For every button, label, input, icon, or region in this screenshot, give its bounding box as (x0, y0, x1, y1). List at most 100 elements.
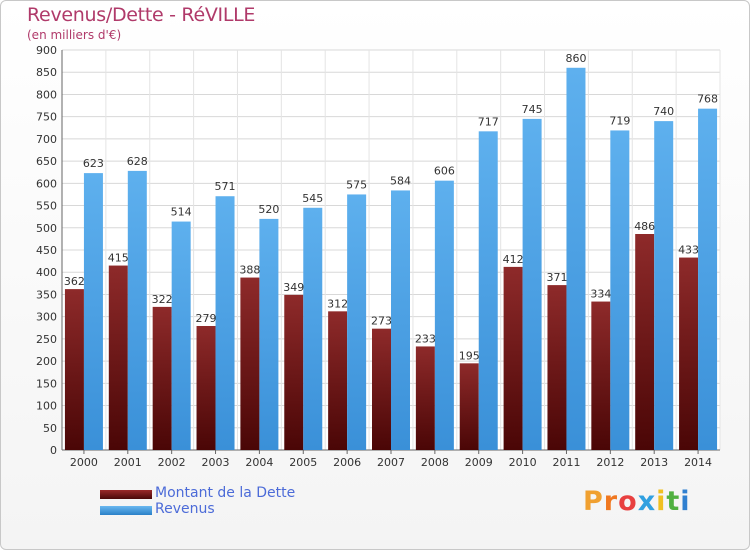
bar-dette (328, 311, 348, 450)
data-label-revenus: 860 (565, 52, 586, 65)
bar-revenus (347, 194, 367, 450)
y-tick-label: 400 (36, 266, 57, 279)
x-tick-label: 2002 (158, 456, 186, 469)
bar-dette (196, 326, 216, 450)
y-tick-label: 100 (36, 400, 57, 413)
bar-revenus (434, 180, 454, 450)
bar-dette (415, 346, 435, 450)
x-tick-label: 2001 (114, 456, 142, 469)
data-label-revenus: 719 (609, 114, 630, 127)
bar-dette (64, 289, 84, 450)
proxiti-logo: Proxiti (583, 486, 691, 517)
bar-revenus (215, 196, 235, 450)
bar-dette (503, 266, 523, 450)
bar-revenus (698, 108, 718, 451)
bar-revenus (610, 130, 630, 450)
y-tick-label: 350 (36, 288, 57, 301)
bar-dette (108, 265, 128, 450)
chart-title: Revenus/Dette - RéVILLE (27, 4, 256, 26)
bar-revenus (391, 190, 410, 450)
y-tick-label: 300 (36, 311, 57, 324)
data-label-dette: 362 (64, 275, 85, 288)
y-tick-label: 750 (36, 111, 57, 124)
y-tick-label: 900 (36, 44, 57, 57)
data-label-dette: 433 (678, 244, 699, 257)
x-tick-label: 2003 (202, 456, 230, 469)
y-tick-label: 0 (50, 444, 57, 457)
y-tick-label: 150 (36, 377, 57, 390)
bar-dette (152, 306, 172, 450)
y-tick-label: 700 (36, 133, 57, 146)
x-tick-label: 2004 (245, 456, 273, 469)
y-tick-label: 200 (36, 355, 57, 368)
x-tick-label: 2005 (289, 456, 317, 469)
data-label-dette: 195 (459, 349, 480, 362)
legend-swatch-revenus (100, 506, 152, 515)
x-tick-label: 2008 (421, 456, 449, 469)
bar-revenus (171, 221, 191, 450)
data-label-revenus: 768 (697, 93, 718, 106)
data-label-revenus: 520 (258, 203, 279, 216)
y-tick-label: 250 (36, 333, 57, 346)
data-label-revenus: 606 (434, 165, 455, 178)
x-tick-label: 2007 (377, 456, 405, 469)
y-tick-label: 500 (36, 222, 57, 235)
y-tick-label: 50 (43, 422, 57, 435)
data-label-dette: 322 (152, 293, 173, 306)
bar-dette (679, 257, 699, 450)
data-label-dette: 388 (239, 264, 260, 277)
data-label-dette: 233 (415, 332, 436, 345)
bar-dette (284, 294, 304, 450)
y-tick-label: 850 (36, 66, 57, 79)
x-tick-label: 2012 (596, 456, 624, 469)
y-tick-label: 800 (36, 88, 57, 101)
bar-revenus (522, 118, 542, 450)
bar-revenus (654, 121, 674, 450)
x-tick-label: 2010 (509, 456, 537, 469)
x-tick-label: 2000 (70, 456, 98, 469)
x-tick-label: 2013 (640, 456, 668, 469)
data-label-revenus: 571 (215, 180, 236, 193)
bar-dette (635, 234, 655, 450)
x-tick-label: 2009 (465, 456, 493, 469)
legend-label-dette: Montant de la Dette (155, 485, 296, 501)
data-label-dette: 486 (634, 220, 655, 233)
data-label-dette: 349 (283, 281, 304, 294)
data-label-dette: 371 (546, 271, 567, 284)
bar-revenus (566, 67, 586, 451)
data-label-revenus: 717 (478, 115, 499, 128)
bar-revenus (83, 173, 103, 450)
bar-revenus (127, 170, 147, 450)
x-tick-label: 2006 (333, 456, 361, 469)
data-label-revenus: 623 (83, 157, 104, 170)
bar-dette (240, 277, 260, 450)
y-tick-label: 650 (36, 155, 57, 168)
data-label-revenus: 575 (346, 178, 367, 191)
data-label-revenus: 545 (302, 192, 323, 205)
y-tick-label: 600 (36, 177, 57, 190)
data-label-revenus: 628 (127, 155, 148, 168)
bar-dette (591, 301, 611, 450)
bar-revenus (303, 207, 323, 450)
data-label-dette: 412 (503, 253, 524, 266)
bar-revenus (259, 218, 279, 450)
y-tick-label: 450 (36, 244, 57, 257)
data-label-revenus: 745 (522, 103, 543, 116)
x-tick-label: 2014 (684, 456, 712, 469)
data-label-revenus: 740 (653, 105, 674, 118)
data-label-dette: 279 (196, 312, 217, 325)
data-label-dette: 312 (327, 297, 348, 310)
bar-dette (459, 363, 479, 450)
data-label-dette: 273 (371, 315, 392, 328)
data-label-dette: 334 (590, 288, 611, 301)
legend-label-revenus: Revenus (155, 501, 215, 517)
data-label-revenus: 584 (390, 174, 411, 187)
y-tick-label: 550 (36, 200, 57, 213)
x-tick-label: 2011 (552, 456, 580, 469)
legend-swatch-dette (100, 490, 152, 499)
bar-revenus (478, 131, 498, 451)
data-label-dette: 415 (108, 252, 129, 265)
chart-subtitle: (en milliers d'€) (27, 28, 122, 42)
data-label-revenus: 514 (171, 206, 192, 219)
